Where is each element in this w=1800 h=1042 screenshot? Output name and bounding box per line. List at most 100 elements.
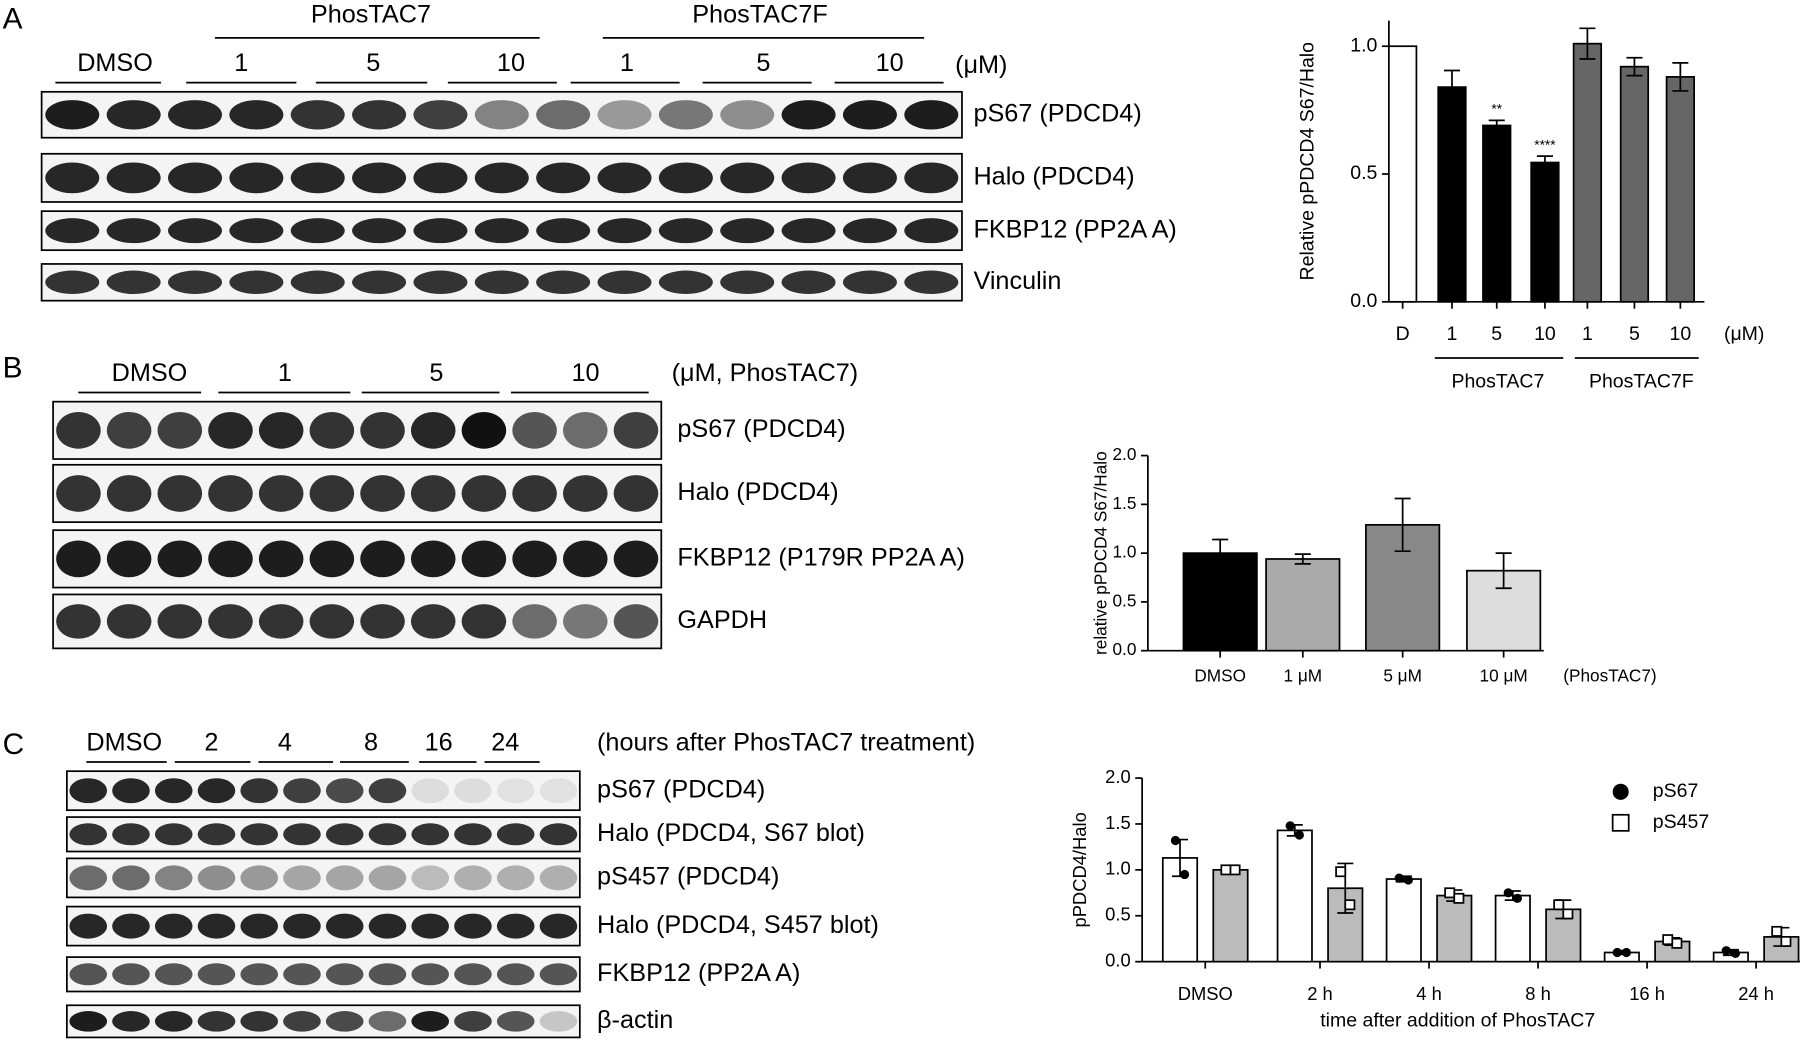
data-point [1170, 835, 1181, 846]
x-tick-label: 8 h [1525, 983, 1551, 1004]
bar [1388, 45, 1418, 303]
blot-band [613, 604, 659, 639]
blot-label: pS457 (PDCD4) [597, 863, 779, 891]
blot-band [290, 100, 345, 130]
blot-band [112, 865, 150, 891]
lane-label: 8 [364, 728, 378, 756]
blot-band [368, 913, 407, 939]
blot-band [240, 1011, 279, 1032]
blot-label: Halo (PDCD4, S457 blot) [597, 911, 879, 939]
blot-frame [65, 816, 581, 853]
blot-band [496, 778, 535, 804]
blot-band [454, 778, 492, 804]
blot-band [258, 411, 304, 449]
blot-band [411, 963, 450, 986]
blot-band [208, 475, 253, 512]
lane-label: 5 [429, 359, 443, 387]
x-tick-label: 24 h [1738, 983, 1774, 1004]
data-point [1721, 946, 1731, 956]
blot-band [69, 963, 108, 986]
blot-band [154, 913, 193, 939]
y-tick-label: 0.5 [1105, 904, 1131, 925]
error-bar [1672, 61, 1689, 92]
blot-band [539, 913, 578, 939]
data-point [1294, 830, 1304, 840]
lane-label: 24 [491, 728, 519, 756]
data-point [1780, 936, 1792, 947]
blot-band [454, 865, 492, 891]
blot-band [309, 475, 355, 512]
blot-label: Halo (PDCD4) [973, 163, 1134, 191]
blot-band [562, 475, 608, 512]
blot-band [368, 1011, 407, 1032]
blot-band [368, 778, 407, 804]
blot-band [168, 162, 223, 194]
bar [1482, 124, 1512, 303]
blot-band [325, 778, 364, 804]
blot-band [56, 411, 101, 449]
blot-band [197, 823, 236, 846]
x-tick-label: 4 h [1416, 983, 1442, 1004]
blot-band [842, 162, 897, 194]
legend-marker [1612, 783, 1629, 800]
blot-band [240, 823, 279, 846]
blot-band [454, 913, 492, 939]
blot-frame [52, 463, 663, 524]
blot-band [496, 1011, 535, 1032]
blot-band [368, 823, 407, 846]
blot-band [157, 475, 203, 512]
y-tick-label: 2.0 [1112, 444, 1136, 464]
blot-band [45, 270, 100, 295]
significance-label: ** [1491, 102, 1502, 117]
blot-band [413, 162, 468, 194]
blot-band [781, 218, 836, 244]
data-point [1771, 925, 1783, 937]
blot-band [112, 963, 150, 986]
blot-band [325, 823, 364, 846]
x-tick-label: 1 [1582, 323, 1593, 345]
legend-label: pS457 [1653, 811, 1709, 833]
x-tick-label: DMSO [1178, 983, 1233, 1004]
blot-band [106, 100, 161, 130]
error-bar [1443, 69, 1461, 105]
blot-band [208, 604, 253, 639]
blot-band [45, 162, 100, 194]
blot-label: pS67 (PDCD4) [597, 775, 765, 803]
panel-letter: A [3, 3, 23, 36]
data-point [1612, 947, 1622, 958]
blot-band [112, 1011, 150, 1032]
blot-band [154, 1011, 193, 1032]
blot-band [410, 604, 456, 639]
blot-band [106, 475, 152, 512]
blot-band [411, 778, 450, 804]
bar [1212, 869, 1249, 963]
blot-band [208, 411, 253, 449]
blot-band [229, 218, 284, 244]
lane-label: 5 [756, 49, 770, 77]
blot-band [154, 778, 193, 804]
blot-band [157, 604, 203, 639]
blot-band [106, 604, 152, 639]
blot-band [229, 162, 284, 194]
blot-band [240, 963, 279, 986]
data-point [1453, 892, 1465, 904]
blot-band [56, 604, 101, 639]
blot-band [258, 540, 304, 578]
blot-band [720, 270, 775, 295]
blot-band [197, 865, 236, 891]
unit-label: (PhosTAC7) [1563, 666, 1656, 686]
x-axis-title: time after addition of PhosTAC7 [1320, 1009, 1595, 1031]
lane-label: 1 [278, 359, 292, 387]
blot-band [197, 778, 236, 804]
y-tick-label: 1.5 [1105, 812, 1131, 833]
blot-band [56, 540, 101, 578]
blot-band [283, 1011, 321, 1032]
blot-band [106, 270, 161, 295]
blot-band [325, 963, 364, 986]
blot-band [157, 540, 203, 578]
lane-label: 10 [497, 49, 525, 77]
blot-band [69, 1011, 108, 1032]
blot-band [258, 604, 304, 639]
x-tick-label: 1 [1447, 323, 1458, 345]
